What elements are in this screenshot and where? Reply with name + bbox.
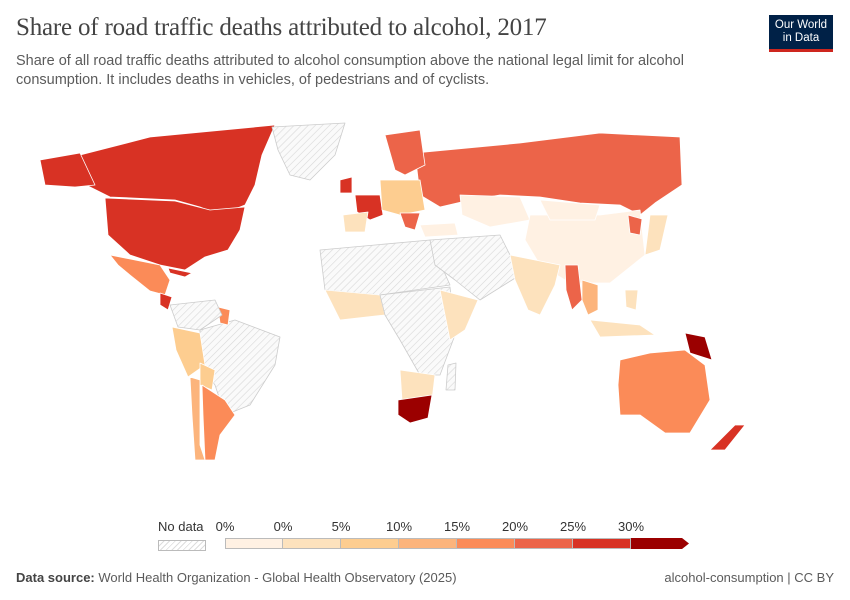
region-japan[interactable]: [644, 214, 669, 256]
legend-tick: 15%: [443, 519, 471, 534]
legend-tick: 0%: [215, 519, 235, 534]
region-turkey[interactable]: [419, 222, 459, 238]
owid-logo[interactable]: Our World in Data: [769, 15, 833, 52]
region-myanmar[interactable]: [564, 264, 583, 311]
legend-tick: 5%: [331, 519, 351, 534]
region-south-africa[interactable]: [397, 394, 433, 424]
region-mexico[interactable]: [109, 254, 171, 296]
legend-tick: 10%: [385, 519, 413, 534]
legend-tick: 20%: [501, 519, 529, 534]
region-central-europe[interactable]: [379, 179, 426, 216]
region-middle-east[interactable]: [429, 234, 521, 301]
legend-bin-0[interactable]: [225, 538, 283, 549]
region-madagascar[interactable]: [445, 362, 457, 391]
legend-bin-2[interactable]: [341, 538, 399, 549]
region-indonesia[interactable]: [589, 319, 656, 338]
region-east-africa[interactable]: [439, 289, 479, 341]
region-australia[interactable]: [617, 349, 711, 434]
region-peru[interactable]: [171, 326, 206, 378]
region-korea[interactable]: [627, 214, 643, 236]
page-subtitle: Share of all road traffic deaths attribu…: [16, 53, 684, 88]
world-map[interactable]: [0, 115, 850, 510]
legend-bin-4[interactable]: [457, 538, 515, 549]
legend-bin-6[interactable]: [573, 538, 631, 549]
region-greenland[interactable]: [271, 122, 346, 181]
region-iberia[interactable]: [342, 211, 369, 233]
region-cuba[interactable]: [167, 267, 193, 278]
license-info[interactable]: alcohol-consumption | CC BY: [664, 570, 834, 585]
region-kazakhstan[interactable]: [459, 194, 531, 228]
region-guyana[interactable]: [217, 306, 231, 326]
region-scandinavia[interactable]: [384, 129, 426, 176]
region-central-america[interactable]: [159, 292, 173, 311]
region-uk-ireland[interactable]: [339, 176, 353, 194]
region-argentina[interactable]: [201, 384, 236, 461]
legend-bin-7[interactable]: [631, 538, 689, 549]
region-west-africa[interactable]: [324, 289, 386, 321]
region-southern-africa[interactable]: [399, 369, 436, 401]
region-new-zealand[interactable]: [709, 424, 746, 451]
region-papua-new-guinea[interactable]: [684, 332, 713, 361]
legend-tick: 25%: [559, 519, 587, 534]
legend-tick: 30%: [617, 519, 645, 534]
page-title: Share of road traffic deaths attributed …: [16, 14, 547, 41]
region-colombia-venezuela[interactable]: [169, 299, 223, 331]
data-source: Data source: World Health Organization -…: [16, 570, 457, 585]
region-india[interactable]: [509, 254, 561, 316]
region-balkans[interactable]: [399, 212, 421, 231]
region-philippines[interactable]: [624, 289, 639, 311]
region-thailand[interactable]: [581, 279, 599, 316]
region-bolivia[interactable]: [199, 362, 216, 391]
legend-no-data-label: No data: [158, 519, 204, 534]
legend-bin-3[interactable]: [399, 538, 457, 549]
region-mongolia[interactable]: [539, 199, 601, 221]
region-north-africa[interactable]: [319, 239, 451, 296]
legend-no-data-swatch[interactable]: [158, 540, 206, 551]
map-legend: No data 0% 0% 5% 10% 15% 20% 25% 30%: [150, 515, 710, 555]
legend-bin-5[interactable]: [515, 538, 573, 549]
legend-bin-1[interactable]: [283, 538, 341, 549]
legend-tick: 0%: [273, 519, 293, 534]
data-source-label: Data source:: [16, 570, 95, 585]
data-source-link[interactable]: World Health Organization - Global Healt…: [98, 570, 457, 585]
region-alaska[interactable]: [39, 152, 96, 188]
region-russia[interactable]: [414, 132, 683, 216]
region-usa[interactable]: [104, 197, 246, 271]
